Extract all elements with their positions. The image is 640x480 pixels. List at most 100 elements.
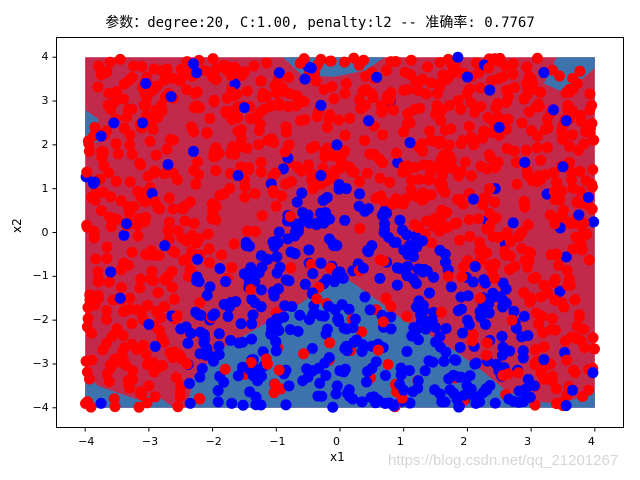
point-class0 <box>507 68 519 80</box>
x-tick-label: −3 <box>141 434 159 448</box>
point-class1 <box>438 355 450 367</box>
point-class0 <box>295 115 307 127</box>
point-class0 <box>149 113 161 125</box>
point-class0 <box>111 85 123 97</box>
point-class0 <box>159 300 171 312</box>
point-class0 <box>199 65 211 77</box>
point-class0 <box>424 159 436 171</box>
point-class0 <box>402 83 414 95</box>
point-class0 <box>525 73 537 85</box>
point-class1 <box>149 340 161 352</box>
point-class0 <box>464 231 476 243</box>
point-class1 <box>401 345 413 357</box>
point-class0 <box>97 186 109 198</box>
point-class1 <box>390 236 402 248</box>
point-class1 <box>307 268 319 280</box>
point-class0 <box>420 88 432 100</box>
point-class1 <box>554 285 566 297</box>
point-class0 <box>563 140 575 152</box>
point-class0 <box>500 97 512 109</box>
point-class0 <box>546 312 558 324</box>
point-class0 <box>324 337 336 349</box>
point-class0 <box>319 151 331 163</box>
point-class0 <box>273 97 285 109</box>
point-class0 <box>117 354 129 366</box>
point-class1 <box>356 396 368 408</box>
point-class1 <box>359 291 371 303</box>
point-class0 <box>482 111 494 123</box>
point-class1 <box>404 137 416 149</box>
point-class0 <box>126 71 138 83</box>
point-class1 <box>496 330 508 342</box>
point-class0 <box>156 360 168 372</box>
point-class1 <box>538 67 550 79</box>
point-class0 <box>567 72 579 84</box>
point-class0 <box>118 78 130 90</box>
point-class0 <box>311 111 323 123</box>
point-class0 <box>455 166 467 178</box>
point-class0 <box>144 135 156 147</box>
point-class0 <box>457 261 469 273</box>
point-class0 <box>573 312 585 324</box>
point-class1 <box>213 328 225 340</box>
point-class1 <box>452 51 464 63</box>
point-class0 <box>444 150 456 162</box>
point-class0 <box>136 60 148 72</box>
point-class0 <box>133 401 145 413</box>
point-class1 <box>494 291 506 303</box>
x-tick-label: 4 <box>587 434 595 448</box>
point-class0 <box>121 111 133 123</box>
point-class0 <box>409 219 421 231</box>
point-class0 <box>97 344 109 356</box>
point-class0 <box>134 282 146 294</box>
point-class0 <box>426 237 438 249</box>
point-class0 <box>563 86 575 98</box>
point-class0 <box>92 81 104 93</box>
point-class0 <box>574 65 586 77</box>
point-class0 <box>127 365 139 377</box>
point-class0 <box>206 213 218 225</box>
point-class1 <box>262 253 274 265</box>
point-class0 <box>449 218 461 230</box>
point-class0 <box>214 189 226 201</box>
point-class0 <box>156 332 168 344</box>
point-class0 <box>167 245 179 257</box>
point-class0 <box>181 235 193 247</box>
point-class1 <box>284 324 296 336</box>
point-class1 <box>343 384 355 396</box>
point-class1 <box>207 310 219 322</box>
point-class1 <box>366 240 378 252</box>
point-class0 <box>474 292 486 304</box>
y-tick-label: 3 <box>41 94 49 108</box>
point-class1 <box>294 309 306 321</box>
point-class0 <box>221 108 233 120</box>
point-class0 <box>539 123 551 135</box>
point-class1 <box>247 309 259 321</box>
point-class1 <box>349 313 361 325</box>
point-class1 <box>347 322 359 334</box>
point-class1 <box>364 304 376 316</box>
point-class0 <box>239 191 251 203</box>
point-class0 <box>233 141 245 153</box>
point-class0 <box>104 56 116 68</box>
point-class0 <box>385 56 397 68</box>
point-class0 <box>83 373 95 385</box>
point-class1 <box>587 367 599 379</box>
point-class0 <box>245 357 257 369</box>
point-class0 <box>172 401 184 413</box>
point-class0 <box>459 156 471 168</box>
point-class1 <box>220 276 232 288</box>
point-class0 <box>566 129 578 141</box>
point-class0 <box>95 205 107 217</box>
point-class1 <box>508 305 520 317</box>
point-class0 <box>532 98 544 110</box>
point-class0 <box>558 204 570 216</box>
point-class1 <box>449 354 461 366</box>
point-class0 <box>203 257 215 269</box>
point-class0 <box>463 214 475 226</box>
point-class0 <box>422 174 434 186</box>
point-class0 <box>210 165 222 177</box>
point-class1 <box>306 343 318 355</box>
point-class1 <box>194 371 206 383</box>
